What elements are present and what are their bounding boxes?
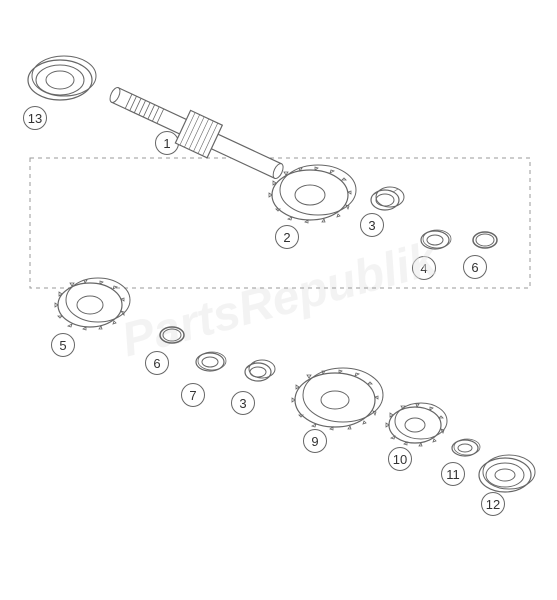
exploded-diagram — [0, 0, 557, 600]
diagram-svg — [0, 0, 557, 600]
